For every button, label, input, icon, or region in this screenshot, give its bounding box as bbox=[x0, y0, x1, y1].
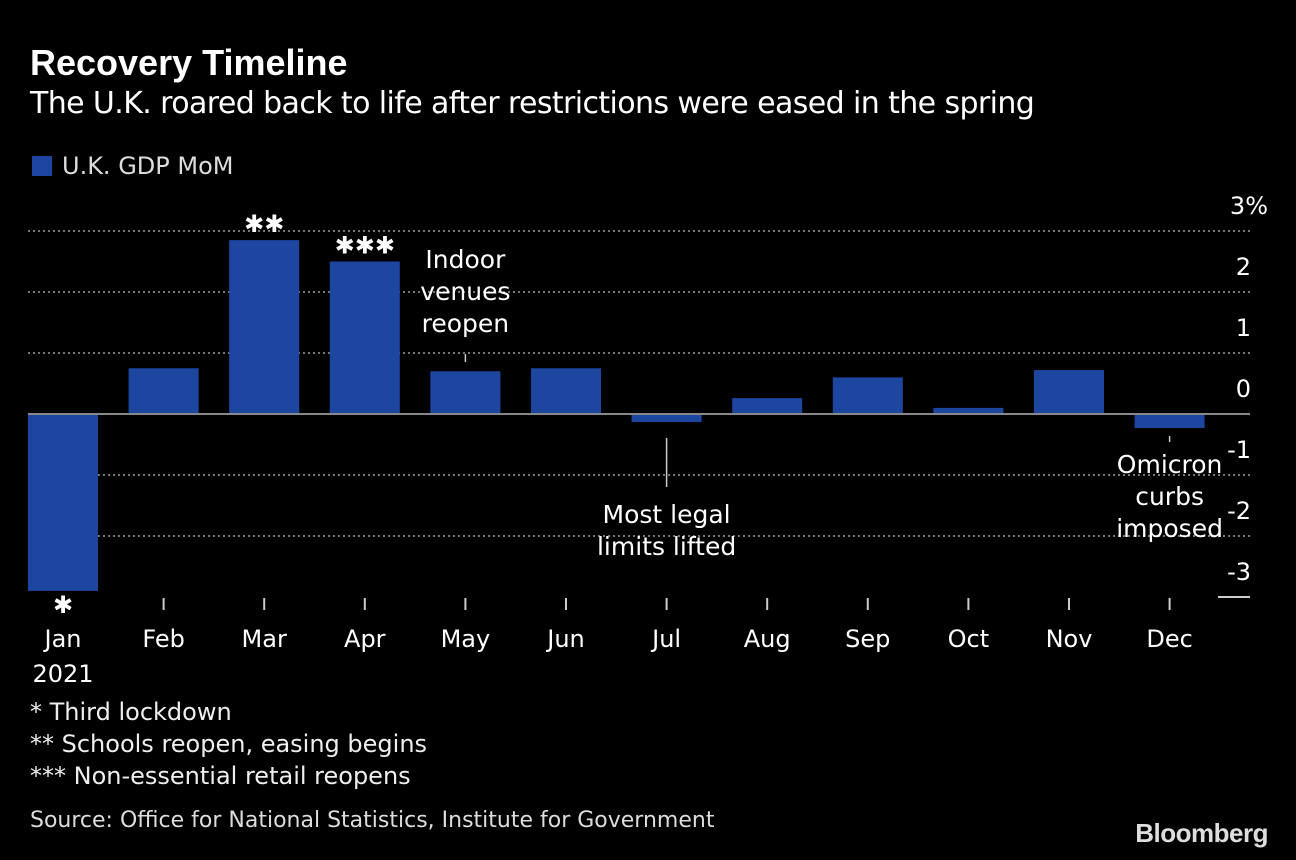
bar-mar bbox=[229, 240, 300, 414]
x-tick-label: Aug bbox=[744, 625, 791, 653]
bar-marker: ✱✱ bbox=[244, 210, 284, 238]
y-tick-label: 1 bbox=[1236, 314, 1251, 342]
x-tick-label: Jan bbox=[43, 625, 82, 653]
legend-swatch bbox=[32, 156, 52, 176]
x-year-label: 2021 bbox=[32, 660, 93, 688]
annotation-text: imposed bbox=[1116, 514, 1223, 543]
bar-sep bbox=[832, 377, 903, 414]
x-tick-label: May bbox=[441, 625, 491, 653]
y-tick-label: 0 bbox=[1236, 375, 1251, 403]
annotation-text: curbs bbox=[1135, 482, 1204, 511]
annotation-text: Indoor bbox=[425, 245, 506, 274]
x-tick-label: Jul bbox=[650, 625, 681, 653]
x-tick-label: Mar bbox=[242, 625, 287, 653]
x-tick-label: Nov bbox=[1046, 625, 1093, 653]
annotation-text: Omicron bbox=[1117, 450, 1223, 479]
footnote: * Third lockdown bbox=[30, 698, 232, 726]
chart-title: Recovery Timeline bbox=[30, 42, 348, 83]
bar-dec bbox=[1134, 414, 1205, 429]
footnotes: * Third lockdown ** Schools reopen, easi… bbox=[30, 696, 427, 792]
bar-feb bbox=[128, 368, 199, 414]
x-tick-label: Sep bbox=[845, 625, 890, 653]
x-tick-label: Jun bbox=[545, 625, 585, 653]
x-tick-label: Dec bbox=[1146, 625, 1192, 653]
y-tick-label: -3 bbox=[1227, 558, 1251, 586]
bar-marker: ✱ bbox=[53, 591, 73, 619]
legend-label: U.K. GDP MoM bbox=[62, 152, 234, 180]
footnote: ** Schools reopen, easing begins bbox=[30, 730, 428, 758]
y-tick-label: -2 bbox=[1227, 497, 1251, 525]
legend: U.K. GDP MoM bbox=[32, 152, 233, 180]
y-tick-label: 2 bbox=[1236, 253, 1251, 281]
annotation-text: Most legal bbox=[603, 500, 731, 529]
bar-marker: ✱✱✱ bbox=[335, 232, 395, 260]
bar-apr bbox=[329, 261, 400, 414]
bar-aug bbox=[732, 398, 803, 414]
bar-jul bbox=[631, 414, 702, 422]
annotation-text: limits lifted bbox=[597, 532, 736, 561]
y-tick-label: -1 bbox=[1227, 436, 1251, 464]
x-tick-label: Feb bbox=[142, 625, 185, 653]
footnote: *** Non-essential retail reopens bbox=[30, 762, 411, 790]
bar-may bbox=[430, 371, 501, 414]
bar-oct bbox=[933, 407, 1004, 414]
source-note: Source: Office for National Statistics, … bbox=[30, 808, 715, 833]
x-tick-label: Oct bbox=[948, 625, 990, 653]
bar-jan bbox=[28, 414, 98, 591]
bloomberg-logo: Bloomberg bbox=[1135, 818, 1268, 848]
annotation-text: reopen bbox=[422, 309, 510, 338]
y-tick-label: 3% bbox=[1230, 192, 1268, 220]
bar-jun bbox=[531, 368, 601, 414]
annotation-text: venues bbox=[420, 277, 510, 306]
x-tick-label: Apr bbox=[344, 625, 386, 653]
bar-nov bbox=[1034, 370, 1104, 414]
chart-subtitle: The U.K. roared back to life after restr… bbox=[30, 86, 1035, 121]
